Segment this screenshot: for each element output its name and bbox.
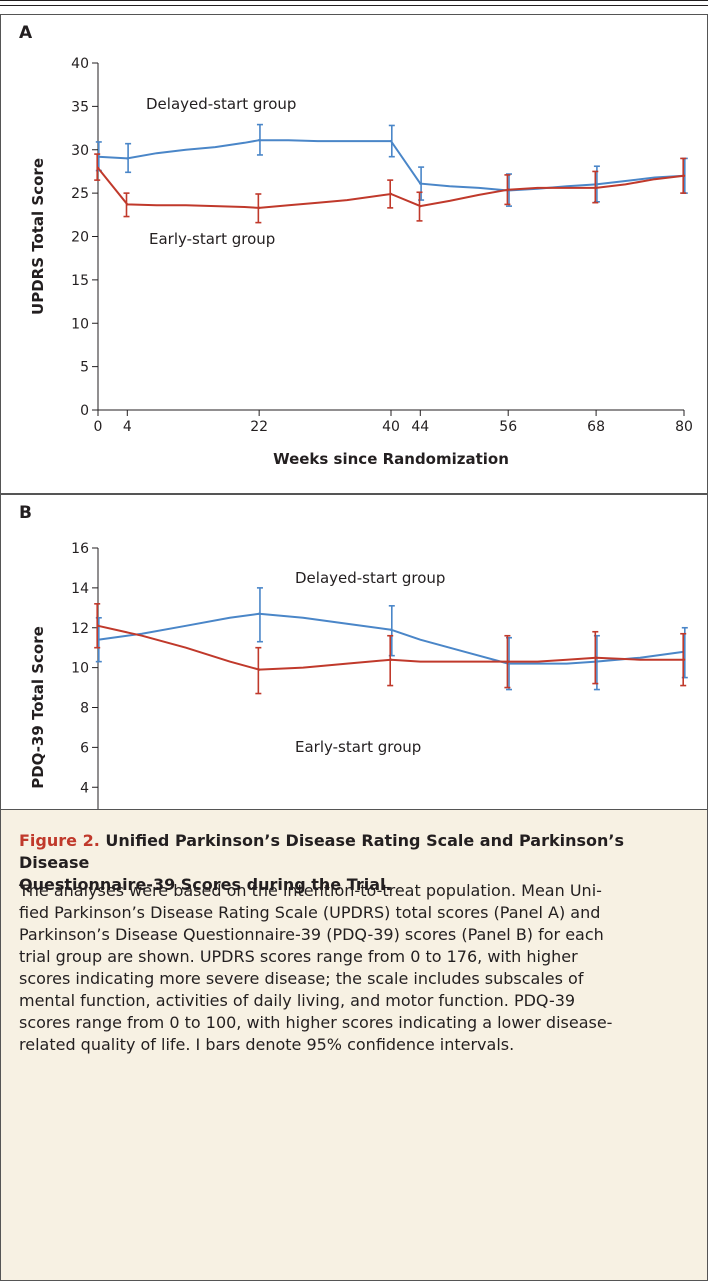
data-point [126,157,129,160]
data-point [257,139,261,142]
y-tick-label: 14 [71,581,89,597]
caption-title-line2: Questionnaire-39 Scores during the Trial… [19,875,392,894]
caption-line: related quality of life. I bars denote 9… [19,1035,515,1054]
data-point [682,658,686,661]
y-tick-label: 10 [71,661,89,677]
x-tick-label: 56 [499,419,517,435]
data-point [389,139,393,143]
y-tick-label: 4 [80,780,89,796]
caption-line: scores range from 0 to 100, with higher … [19,1013,613,1032]
caption-line: scores indicating more severe disease; t… [19,969,584,988]
y-tick-label: 40 [71,56,89,72]
panel-a-letter: A [19,23,33,43]
caption-body: The analyses were based on the intention… [19,880,695,1056]
data-point [682,174,686,177]
caption-line: mental function, activities of daily liv… [19,991,576,1010]
group-label: Delayed-start group [295,569,445,587]
data-point [419,182,422,185]
data-point [594,186,598,190]
y-axis-title: PDQ-39 Total Score [29,626,47,789]
y-tick-label: 20 [71,230,89,246]
top-rule [0,0,708,1]
y-tick-label: 0 [80,403,89,419]
data-point [126,203,129,206]
x-tick-label: 4 [123,419,132,435]
caption-title-line1: Unified Parkinson’s Disease Rating Scale… [19,831,625,872]
data-point [389,628,393,631]
group-label: Early-start group [295,738,421,756]
group-label: Early-start group [149,230,275,248]
delayed-start-line [97,612,685,665]
panel-a: A 0 5 10 15 20 25 30 35 40 0 4 22 40 44 56 68 80 Weeks si… [0,14,708,494]
chart-b: 024681012141602240566880Weeks since Rand… [29,541,693,924]
x-tick-label: 80 [675,419,693,435]
y-tick-label: 25 [71,186,89,202]
caption-line: trial group are shown. UPDRS scores rang… [19,947,578,966]
top-rule-2 [0,5,708,6]
figure-caption: Figure 2. Unified Parkinson’s Disease Ra… [0,810,708,1281]
y-tick-label: 15 [71,273,89,289]
data-point [257,612,261,615]
data-point [257,206,261,210]
y-tick-label: 6 [80,740,89,756]
caption-line: The analyses were based on the intention… [19,881,602,900]
group-label: Delayed-start group [146,95,296,113]
panel-b: B 024681012141602240566880Weeks since Ra… [0,494,708,924]
y-tick-label: 10 [71,316,89,332]
y-tick-label: 16 [71,541,89,557]
caption-line: fied Parkinson’s Disease Rating Scale (U… [19,903,601,922]
data-point [389,192,393,196]
data-point [96,624,100,627]
caption-line: Parkinson’s Disease Questionnaire-39 (PD… [19,925,604,944]
y-tick-label: 5 [80,360,89,376]
data-point [507,188,510,191]
data-point [389,658,393,661]
x-tick-label: 40 [382,419,400,435]
figure-label: Figure 2. [19,831,100,850]
caption-title: Figure 2. Unified Parkinson’s Disease Ra… [19,830,695,896]
y-tick-label: 30 [71,143,89,159]
panel-b-letter: B [19,503,32,523]
data-point [594,656,598,659]
x-tick-label: 68 [587,419,605,435]
x-tick-label: 22 [250,419,268,435]
x-tick-label: 44 [411,419,429,435]
data-point [96,166,100,170]
y-tick-label: 35 [71,99,89,115]
data-point [507,660,510,663]
data-point [419,204,422,208]
y-axis-title: UPDRS Total Score [29,158,47,315]
x-axis-title: Weeks since Randomization [273,450,509,468]
chart-a: 0 5 10 15 20 25 30 35 40 0 4 22 40 44 56 68 80 Weeks sinc… [29,56,693,468]
data-point [257,668,261,671]
early-start-line [97,624,684,671]
x-tick-label: 0 [94,419,103,435]
y-tick-label: 8 [80,701,89,717]
y-tick-label: 12 [71,621,89,637]
